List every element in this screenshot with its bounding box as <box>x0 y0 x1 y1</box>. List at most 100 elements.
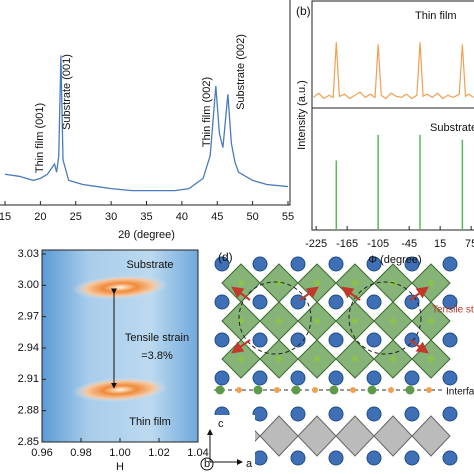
map-annotation: =3.8% <box>141 350 173 362</box>
a-site <box>328 256 344 272</box>
structure-diagram <box>200 256 458 474</box>
y-tick-label: 2.88 <box>18 405 39 417</box>
b-site <box>428 280 434 286</box>
substrate-atom <box>366 406 382 422</box>
peak-annotation: Thin film (002) <box>201 77 213 147</box>
y-tick-label: 2.85 <box>18 436 39 448</box>
b-site <box>314 280 320 286</box>
a-site <box>366 332 382 348</box>
x-tick-label: 75 <box>465 238 474 250</box>
phi-line <box>313 42 474 100</box>
x-tick-label: -225 <box>305 238 327 250</box>
a-site <box>290 256 306 272</box>
a-site <box>366 370 382 386</box>
x-tick-label: 45 <box>211 211 223 223</box>
b-site <box>238 356 244 362</box>
x-tick-label: 50 <box>247 211 259 223</box>
x-tick-label: 40 <box>176 211 188 223</box>
a-site <box>214 332 230 348</box>
peak-blob <box>72 275 168 300</box>
y-axis-label: Intensity (a.u.) <box>296 80 308 150</box>
a-site <box>442 370 458 386</box>
strain-arrow <box>341 286 361 301</box>
map-annotation: Thin film <box>129 416 171 428</box>
substrate-atom <box>442 406 458 422</box>
x-tick-label: 1.04 <box>187 447 208 459</box>
substrate-atom <box>404 406 420 422</box>
x-tick-label: 55 <box>282 211 294 223</box>
substrate-atom <box>290 450 306 466</box>
map-annotation: Tensile strain <box>125 332 189 344</box>
a-site <box>328 370 344 386</box>
strain-arrow <box>231 339 251 354</box>
interface-atom <box>329 385 339 395</box>
a-site <box>442 294 458 310</box>
interface-label: Interface <box>446 387 474 398</box>
a-site <box>214 256 230 272</box>
substrate-atom <box>404 450 420 466</box>
series-label: Thin film <box>415 10 457 22</box>
interface-atom <box>291 385 301 395</box>
xrd-line <box>4 55 289 192</box>
x-axis-label: H <box>116 461 124 473</box>
interface-atom <box>236 387 242 393</box>
interface-atom <box>350 387 356 393</box>
x-tick-label: 0.96 <box>31 447 52 459</box>
panel-label: (d) <box>218 250 233 264</box>
y-tick-label: 3.00 <box>18 279 39 291</box>
y-tick-label: 3.03 <box>18 248 39 260</box>
b-site <box>314 318 320 324</box>
y-tick-label: 2.91 <box>18 373 39 385</box>
x-tick-label: 30 <box>105 211 117 223</box>
axis-bg <box>200 415 255 474</box>
a-site <box>214 370 230 386</box>
x-tick-label: -45 <box>401 238 417 250</box>
interface-atom <box>426 387 432 393</box>
a-site <box>290 332 306 348</box>
axis-b-ring <box>200 457 214 471</box>
substrate-octahedron <box>373 415 413 457</box>
b-site <box>352 356 358 362</box>
x-axis-label: 2θ (degree) <box>118 229 175 241</box>
substrate-atom <box>328 450 344 466</box>
b-site <box>390 318 396 324</box>
strain-arrow <box>299 286 319 301</box>
y-tick-label: 2.94 <box>18 342 39 354</box>
strain-circle <box>348 281 422 355</box>
x-tick-label: 1.00 <box>109 447 130 459</box>
interface-atom <box>312 387 318 393</box>
b-site <box>276 318 282 324</box>
interface-atom <box>388 387 394 393</box>
strain-arrow <box>409 286 429 301</box>
x-tick-label: 0.98 <box>70 447 91 459</box>
b-site <box>428 318 434 324</box>
a-site <box>214 294 230 310</box>
interface-atom <box>367 385 377 395</box>
substrate-atom <box>328 406 344 422</box>
b-site <box>276 356 282 362</box>
b-site <box>352 280 358 286</box>
a-site <box>442 256 458 272</box>
peak-blob <box>72 377 168 403</box>
x-tick-label: 1.02 <box>148 447 169 459</box>
peak-annotation: Thin film (001) <box>34 103 46 173</box>
substrate-octahedron <box>259 415 299 457</box>
a-site <box>252 294 268 310</box>
b-site <box>276 280 282 286</box>
b-site <box>238 280 244 286</box>
interface-atom <box>253 385 263 395</box>
x-tick-label: 35 <box>140 211 152 223</box>
axis-b: b <box>204 458 210 470</box>
strain-label: Tensile strain <box>432 305 474 316</box>
b-site <box>390 356 396 362</box>
x-tick-label: -105 <box>367 238 389 250</box>
x-tick-label: 20 <box>34 211 46 223</box>
b-site <box>428 356 434 362</box>
x-tick-label: 25 <box>70 211 82 223</box>
series-label: Substrate <box>430 122 474 134</box>
panel-label: (b) <box>296 4 311 18</box>
a-site <box>404 370 420 386</box>
strain-arrow <box>231 286 251 301</box>
a-site <box>404 294 420 310</box>
x-tick-label: 15 <box>0 211 11 223</box>
